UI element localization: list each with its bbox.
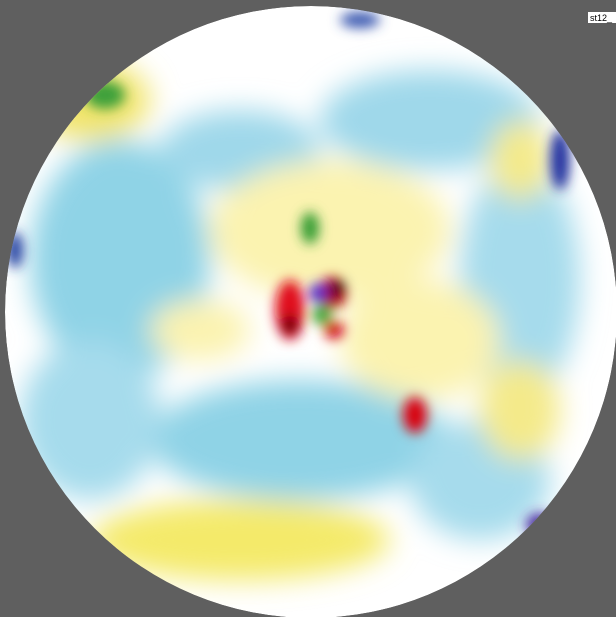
label-box [588, 12, 616, 23]
map-label: st12_ [590, 13, 613, 23]
map-disc [5, 6, 616, 617]
